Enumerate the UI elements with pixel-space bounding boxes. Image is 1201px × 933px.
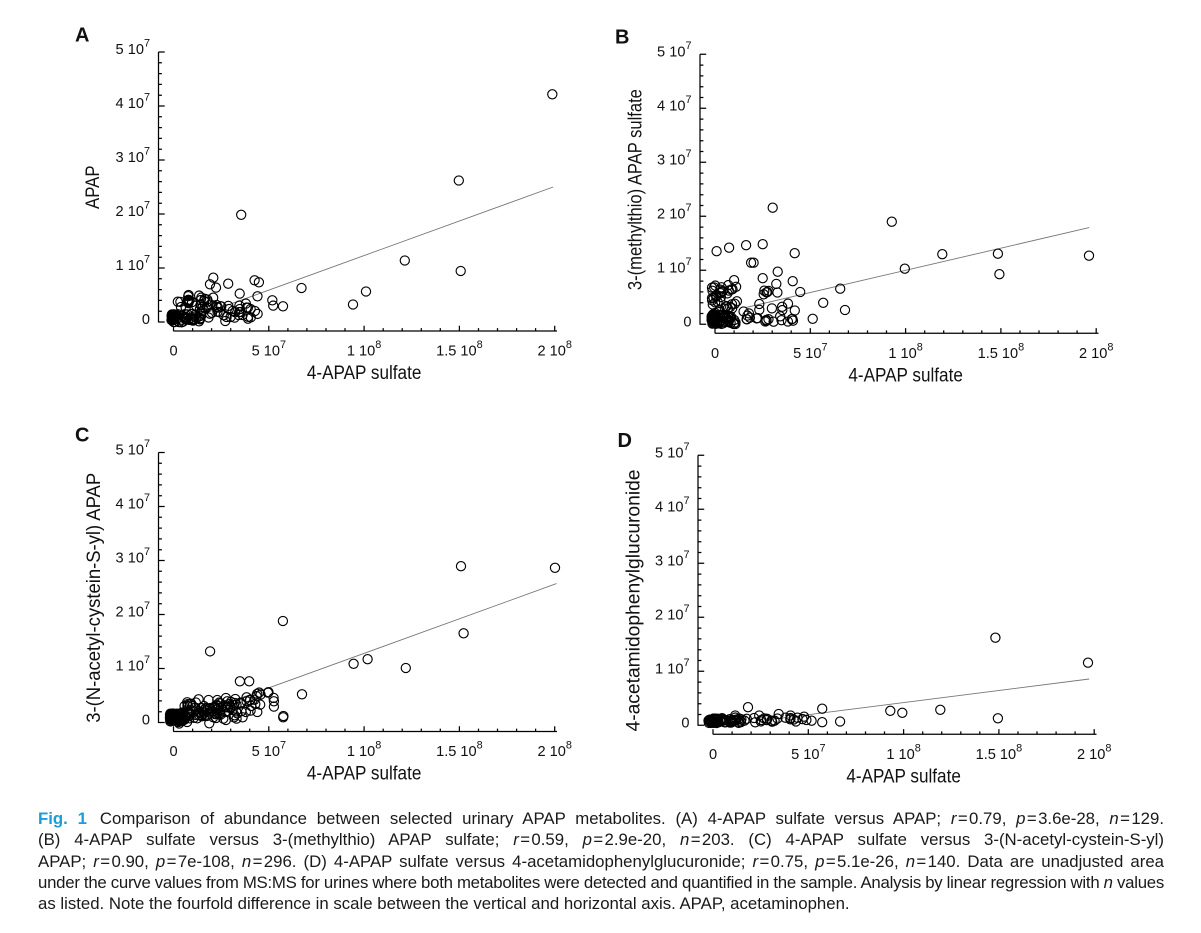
- svg-text:0: 0: [169, 744, 177, 760]
- svg-text:4 107: 4 107: [657, 94, 691, 115]
- svg-text:0: 0: [683, 315, 691, 331]
- svg-text:2 108: 2 108: [1079, 341, 1113, 362]
- svg-text:1 107: 1 107: [116, 254, 150, 275]
- svg-text:1.5 108: 1.5 108: [436, 339, 483, 360]
- svg-text:1 107: 1 107: [657, 256, 691, 277]
- svg-text:1 108: 1 108: [347, 339, 381, 360]
- svg-text:3 107: 3 107: [655, 549, 689, 570]
- svg-text:D: D: [618, 430, 632, 452]
- svg-text:4-APAP sulfate: 4-APAP sulfate: [307, 764, 422, 785]
- svg-text:APAP: APAP: [83, 165, 104, 209]
- svg-text:0: 0: [681, 716, 689, 732]
- svg-text:5 107: 5 107: [657, 40, 691, 61]
- svg-text:4 107: 4 107: [116, 92, 150, 113]
- svg-text:4-APAP sulfate: 4-APAP sulfate: [848, 365, 963, 386]
- svg-text:3 107: 3 107: [116, 146, 150, 167]
- svg-text:4 107: 4 107: [655, 495, 689, 516]
- svg-text:1.5 108: 1.5 108: [436, 740, 483, 761]
- svg-text:0: 0: [711, 346, 719, 362]
- svg-text:0: 0: [142, 713, 150, 729]
- svg-text:5 107: 5 107: [252, 339, 286, 360]
- svg-text:2 107: 2 107: [657, 202, 691, 223]
- svg-text:1 108: 1 108: [347, 740, 381, 761]
- svg-text:5 107: 5 107: [655, 441, 689, 462]
- svg-text:5 107: 5 107: [252, 740, 286, 761]
- svg-text:5 107: 5 107: [791, 742, 825, 763]
- svg-text:0: 0: [709, 747, 717, 763]
- svg-text:1.5 108: 1.5 108: [978, 341, 1025, 362]
- svg-text:B: B: [615, 27, 629, 49]
- svg-text:1 107: 1 107: [655, 657, 689, 678]
- svg-text:2 108: 2 108: [1077, 742, 1111, 763]
- svg-text:4-APAP sulfate: 4-APAP sulfate: [307, 363, 422, 384]
- svg-text:0: 0: [169, 344, 177, 360]
- svg-text:1 107: 1 107: [116, 654, 150, 675]
- svg-text:1 108: 1 108: [886, 742, 920, 763]
- svg-text:2 107: 2 107: [116, 200, 150, 221]
- svg-text:5 107: 5 107: [116, 438, 150, 459]
- svg-text:5 107: 5 107: [793, 341, 827, 362]
- svg-text:3 107: 3 107: [116, 546, 150, 567]
- svg-text:A: A: [75, 24, 89, 46]
- svg-text:4-acetamidophenylglucuronide: 4-acetamidophenylglucuronide: [624, 470, 645, 732]
- svg-text:4 107: 4 107: [116, 492, 150, 513]
- svg-text:2 107: 2 107: [116, 600, 150, 621]
- svg-text:1.5 108: 1.5 108: [976, 742, 1023, 763]
- svg-text:2 107: 2 107: [655, 603, 689, 624]
- svg-text:C: C: [75, 424, 89, 446]
- svg-text:4-APAP sulfate: 4-APAP sulfate: [846, 766, 961, 787]
- svg-text:5 107: 5 107: [116, 38, 150, 59]
- svg-text:3-(N-acetyl-cystein-S-yl) APAP: 3-(N-acetyl-cystein-S-yl) APAP: [84, 473, 105, 723]
- svg-text:3-(methylthio) APAP sulfate: 3-(methylthio) APAP sulfate: [626, 89, 647, 290]
- svg-text:1 108: 1 108: [888, 341, 922, 362]
- svg-text:3 107: 3 107: [657, 148, 691, 169]
- svg-text:2 108: 2 108: [537, 339, 571, 360]
- svg-text:2 108: 2 108: [537, 740, 571, 761]
- svg-text:0: 0: [142, 312, 150, 328]
